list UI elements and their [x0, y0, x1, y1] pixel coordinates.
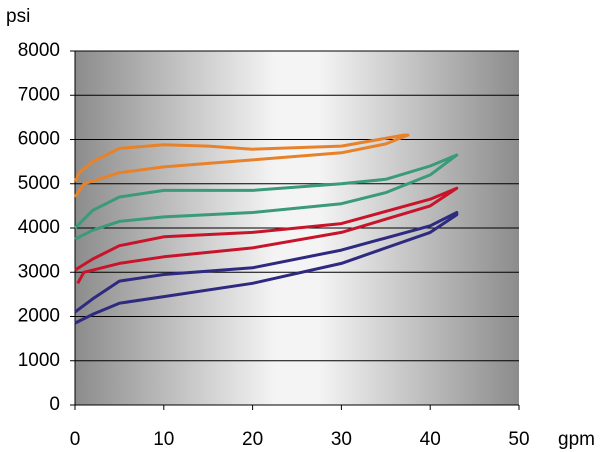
series-line — [74, 186, 459, 285]
x-tick-label: 10 — [153, 429, 174, 450]
x-tick-label: 0 — [70, 429, 81, 450]
y-tick-label: 4000 — [18, 217, 60, 238]
y-tick-label: 8000 — [18, 40, 60, 61]
y-tick-label: 1000 — [18, 350, 60, 371]
series-line — [73, 133, 410, 198]
x-tick-label: 30 — [331, 429, 352, 450]
y-tick-label: 5000 — [18, 173, 60, 194]
series-line — [73, 153, 459, 241]
y-tick-label: 2000 — [18, 306, 60, 327]
x-tick-label: 40 — [420, 429, 441, 450]
y-tick-label: 6000 — [18, 129, 60, 150]
x-tick-label: 50 — [508, 429, 529, 450]
y-tick-label: 7000 — [18, 84, 60, 105]
y-axis-label: psi — [6, 6, 30, 27]
y-tick-label: 3000 — [18, 261, 60, 282]
x-axis-label: gpm — [558, 429, 595, 450]
y-tick-label: 0 — [49, 394, 60, 415]
x-tick-label: 20 — [242, 429, 263, 450]
series-line — [74, 211, 459, 325]
